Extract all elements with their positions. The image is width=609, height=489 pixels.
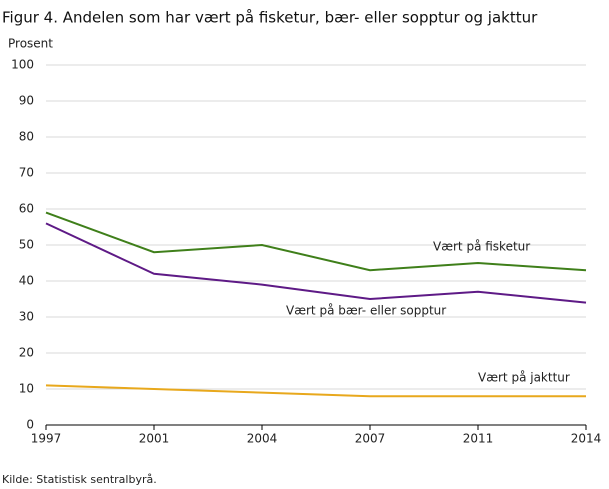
series-label: Vært på bær- eller sopptur [286,304,446,318]
x-tick-label: 2007 [355,432,386,446]
y-tick-label: 30 [19,310,34,324]
y-tick-label: 70 [19,166,34,180]
y-tick-label: 80 [19,130,34,144]
x-tick-label: 2001 [139,432,170,446]
series-line [45,211,587,272]
y-tick-label: 100 [11,58,34,72]
x-tick-label: 2011 [463,432,494,446]
x-tick-label: 1997 [31,432,62,446]
y-tick-label: 40 [19,274,34,288]
series-label: Vært på jakttur [478,371,570,385]
series-line [45,384,586,398]
y-tick-label: 90 [19,94,34,108]
chart-title: Figur 4. Andelen som har vært på fisketu… [2,9,538,27]
series-line [45,222,587,304]
source: Kilde: Statistisk sentralbyrå. [2,473,157,486]
y-tick-label: 0 [26,418,34,432]
y-tick-label: 60 [19,202,34,216]
y-axis-label: Prosent [8,37,53,51]
y-tick-label: 50 [19,238,34,252]
x-tick-label: 2014 [571,432,602,446]
x-tick-label: 2004 [247,432,278,446]
series-label: Vært på fisketur [433,240,530,254]
y-tick-label: 10 [19,382,34,396]
y-tick-label: 20 [19,346,34,360]
